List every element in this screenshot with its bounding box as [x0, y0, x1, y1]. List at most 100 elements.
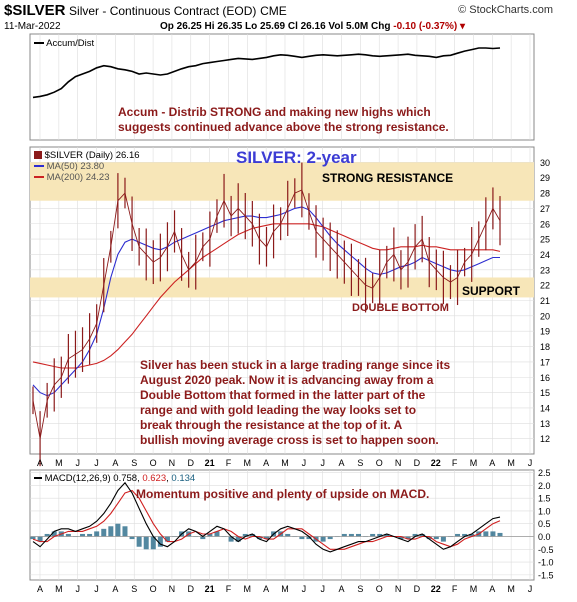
- month-tick-label: D: [414, 584, 421, 594]
- macd-histogram-bar: [497, 532, 503, 537]
- price-annotation-line: Silver has been stuck in a large trading…: [140, 358, 451, 372]
- month-tick-label: J: [75, 584, 80, 594]
- resistance-zone: [30, 162, 534, 201]
- month-tick-label: J: [528, 458, 533, 468]
- macd-histogram-bar: [377, 533, 383, 537]
- month-tick-label: F: [452, 458, 458, 468]
- macd-histogram-bar: [398, 536, 404, 540]
- macd-histogram-bar: [101, 528, 107, 537]
- price-tick-label: 23: [540, 265, 550, 275]
- macd-histogram-bar: [108, 526, 114, 537]
- month-tick-label: M: [281, 584, 289, 594]
- macd-tick-label: 1.0: [538, 506, 551, 516]
- macd-annotation: Momentum positive and plenty of upside o…: [136, 487, 430, 501]
- ohlc-readout: Op 26.25 Hi 26.35 Lo 25.69 Cl 26.16 Vol …: [160, 21, 465, 32]
- macd-histogram-bar: [235, 536, 241, 542]
- price-annotation-line: August 2020 peak. Now it is advancing aw…: [140, 373, 434, 387]
- month-tick-label: N: [169, 584, 176, 594]
- macd-line: [32, 481, 501, 553]
- macd-histogram-bar: [483, 531, 489, 537]
- macd-histogram-bar: [249, 533, 255, 537]
- month-tick-label: M: [470, 458, 478, 468]
- month-tick-label: A: [489, 458, 495, 468]
- price-tick-label: 24: [540, 250, 550, 260]
- macd-histogram-bar: [348, 533, 354, 537]
- macd-histogram-bar: [94, 531, 100, 537]
- macd-histogram-bar: [150, 536, 156, 550]
- price-tick-label: 15: [540, 388, 550, 398]
- macd-histogram-bar: [469, 533, 475, 537]
- macd-histogram-bar: [200, 536, 206, 540]
- price-line: [32, 189, 501, 439]
- macd-histogram-bar: [256, 536, 262, 540]
- month-tick-label: N: [395, 458, 402, 468]
- price-tick-label: 14: [540, 403, 550, 413]
- macd-histogram-bar: [412, 533, 418, 537]
- price-annotation-line: bullish moving average cross is set to h…: [140, 433, 439, 447]
- macd-histogram-bar: [490, 531, 496, 537]
- description: Silver - Continuous Contract (EOD): [69, 4, 257, 18]
- month-tick-label: M: [244, 458, 252, 468]
- price-tick-label: 30: [540, 158, 550, 168]
- month-tick-label: 22: [431, 584, 441, 594]
- macd-histogram-bar: [228, 536, 234, 542]
- macd-histogram-bar: [355, 533, 361, 537]
- month-tick-label: D: [414, 458, 421, 468]
- macd-histogram-bar: [462, 533, 468, 537]
- price-tick-label: 25: [540, 235, 550, 245]
- price-annotation-line: Double Bottom that formed in the latter …: [140, 388, 426, 402]
- macd-histogram-bar: [30, 536, 36, 540]
- ma50-legend-label: MA(50) 23.80: [46, 161, 105, 172]
- macd-histogram-bar: [320, 536, 326, 542]
- price-legend-label: $SILVER (Daily) 26.16: [44, 150, 140, 161]
- macd-legend-v1: 0.758: [113, 473, 138, 484]
- price-chart-title: SILVER: 2-year: [236, 148, 357, 167]
- month-tick-label: O: [376, 458, 383, 468]
- macd-legend-line-icon: [34, 477, 42, 480]
- change-value: -0.10 (-0.37%): [393, 21, 458, 32]
- month-tick-label: J: [320, 584, 325, 594]
- support-zone: [30, 277, 534, 298]
- macd-histogram-bar: [207, 533, 213, 537]
- price-tick-label: 12: [540, 434, 550, 444]
- accum-dist-line: [32, 47, 501, 99]
- month-tick-label: M: [244, 584, 252, 594]
- macd-histogram-bar: [164, 536, 170, 542]
- price-legend-icon: [34, 151, 42, 160]
- macd-tick-label: 2.0: [538, 481, 551, 491]
- month-tick-label: M: [281, 458, 289, 468]
- month-tick-label: O: [376, 584, 383, 594]
- price-tick-label: 19: [540, 327, 550, 337]
- macd-tick-label: -0.5: [538, 545, 554, 555]
- month-tick-label: 22: [431, 458, 441, 468]
- month-tick-label: O: [150, 584, 157, 594]
- change-label: Chg: [371, 21, 391, 32]
- double-bottom-label: DOUBLE BOTTOM: [352, 302, 449, 314]
- price-legend: $SILVER (Daily) 26.16 MA(50) 23.80 MA(20…: [34, 150, 140, 183]
- month-tick-label: S: [131, 458, 137, 468]
- month-tick-label: S: [357, 584, 363, 594]
- macd-histogram-bar: [37, 536, 43, 542]
- exchange: CME: [260, 4, 287, 18]
- macd-histogram-bar: [129, 536, 135, 540]
- month-tick-label: D: [188, 458, 195, 468]
- price-annotation: Silver has been stuck in a large trading…: [140, 358, 530, 448]
- macd-legend-v3: 0.134: [171, 473, 196, 484]
- macd-histogram-bar: [433, 536, 439, 540]
- macd-panel-frame: [29, 469, 535, 581]
- macd-histogram-bar: [136, 536, 142, 547]
- month-tick-label: A: [37, 584, 43, 594]
- macd-histogram-bar: [115, 523, 121, 537]
- support-label: SUPPORT: [462, 284, 521, 298]
- ma50-legend-icon: [34, 165, 44, 168]
- month-tick-label: A: [263, 458, 269, 468]
- price-tick-label: 22: [540, 281, 550, 291]
- macd-histogram-bar: [327, 536, 333, 540]
- month-tick-label: S: [357, 458, 363, 468]
- accum-annotation: Accum - Distrib STRONG and making new hi…: [118, 105, 449, 135]
- macd-legend-v2: 0.623: [142, 473, 167, 484]
- macd-signal-line: [32, 489, 501, 550]
- series-layer: [30, 47, 534, 553]
- month-tick-label: A: [339, 584, 345, 594]
- accum-annotation-line: suggests continued advance above the str…: [118, 120, 449, 134]
